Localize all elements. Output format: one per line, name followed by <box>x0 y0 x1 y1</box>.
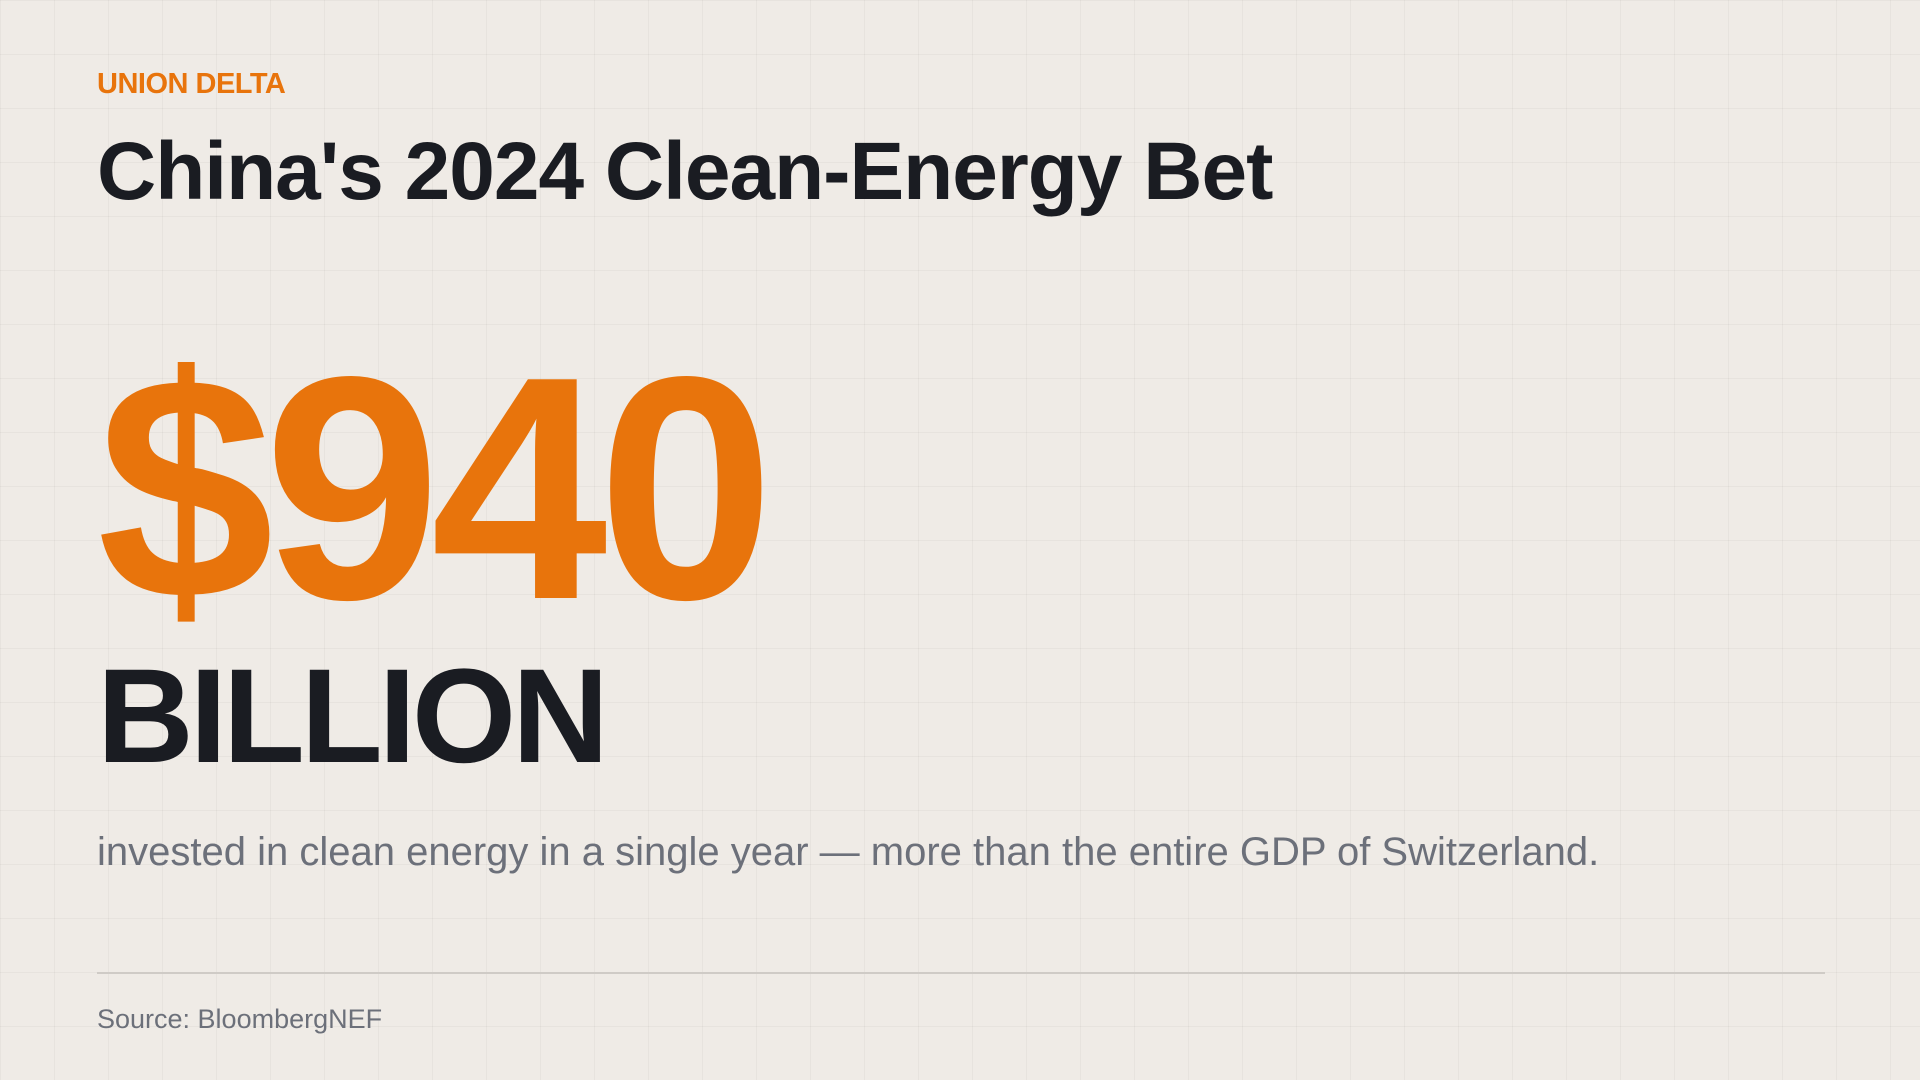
stat-value: $940 <box>97 311 774 666</box>
description: invested in clean energy in a single yea… <box>97 830 1600 874</box>
divider <box>97 972 1825 974</box>
title: China's 2024 Clean-Energy Bet <box>97 126 1273 217</box>
source: Source: BloombergNEF <box>97 1004 383 1034</box>
stat-unit: BILLION <box>97 642 609 791</box>
brand: UNION DELTA <box>97 68 286 100</box>
